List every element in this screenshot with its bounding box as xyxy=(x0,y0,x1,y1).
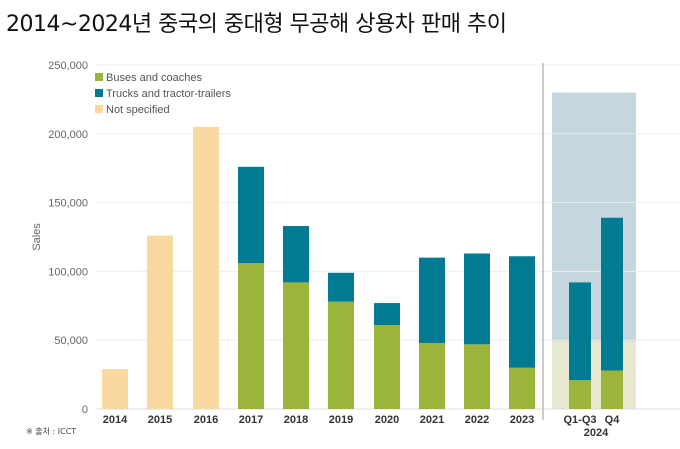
bar-buses-and-coaches-2017 xyxy=(238,263,264,409)
bar-buses-and-coaches-q1-q3 xyxy=(569,380,591,409)
bar-buses-and-coaches-2019 xyxy=(328,301,354,409)
x-tick-label: Q4 xyxy=(605,414,621,426)
legend-label: Trucks and tractor-trailers xyxy=(106,88,231,100)
bar-trucks-and-tractor-trailers-q1-q3 xyxy=(569,282,591,381)
bar-not-specified-2014 xyxy=(102,369,128,409)
x-tick-label: 2014 xyxy=(103,414,128,426)
x-group-label-2024: 2024 xyxy=(584,427,609,439)
y-tick-label: 150,000 xyxy=(48,198,88,210)
bar-trucks-and-tractor-trailers-2020 xyxy=(374,303,400,326)
y-tick-label: 250,000 xyxy=(48,60,88,72)
legend-swatch-0 xyxy=(95,73,103,81)
x-tick-label: 2015 xyxy=(148,414,172,426)
y-tick-label: 0 xyxy=(82,404,88,416)
chart-title: 2014~2024년 중국의 중대형 무공해 상용차 판매 추이 xyxy=(6,12,507,37)
bar-trucks-and-tractor-trailers-2018 xyxy=(283,225,309,283)
bar-buses-and-coaches-2021 xyxy=(419,342,445,409)
x-tick-label: 2019 xyxy=(329,414,353,426)
bar-trucks-and-tractor-trailers-2023 xyxy=(509,256,535,368)
projection-2024-buses xyxy=(552,341,636,409)
bar-not-specified-2015 xyxy=(147,235,173,409)
x-tick-label: 2020 xyxy=(375,414,399,426)
legend-label: Buses and coaches xyxy=(106,72,203,84)
y-tick-label: 100,000 xyxy=(48,266,88,278)
x-tick-label: 2021 xyxy=(420,414,444,426)
bar-buses-and-coaches-q4 xyxy=(601,370,623,409)
legend-swatch-2 xyxy=(95,105,103,113)
x-tick-label: 2023 xyxy=(510,414,534,426)
bar-trucks-and-tractor-trailers-q4 xyxy=(601,217,623,371)
bar-buses-and-coaches-2023 xyxy=(509,367,535,409)
x-tick-label: Q1-Q3 xyxy=(563,414,596,426)
bar-trucks-and-tractor-trailers-2022 xyxy=(464,253,490,345)
x-tick-label: 2017 xyxy=(239,414,263,426)
bar-buses-and-coaches-2018 xyxy=(283,282,309,409)
bar-trucks-and-tractor-trailers-2021 xyxy=(419,257,445,343)
source-note: ※ 출처 : ICCT xyxy=(26,427,77,436)
y-tick-label: 200,000 xyxy=(48,129,88,141)
x-tick-label: 2022 xyxy=(465,414,489,426)
bar-buses-and-coaches-2020 xyxy=(374,325,400,409)
y-axis-label: Sales xyxy=(31,223,43,251)
projection-2024-total xyxy=(552,92,636,342)
x-tick-label: 2016 xyxy=(194,414,218,426)
y-tick-label: 50,000 xyxy=(54,335,88,347)
legend-label: Not specified xyxy=(106,104,170,116)
x-tick-label: 2018 xyxy=(284,414,308,426)
bar-trucks-and-tractor-trailers-2017 xyxy=(238,166,264,264)
bar-not-specified-2016 xyxy=(193,126,219,410)
legend-swatch-1 xyxy=(95,89,103,97)
bar-trucks-and-tractor-trailers-2019 xyxy=(328,272,354,302)
bar-buses-and-coaches-2022 xyxy=(464,344,490,409)
